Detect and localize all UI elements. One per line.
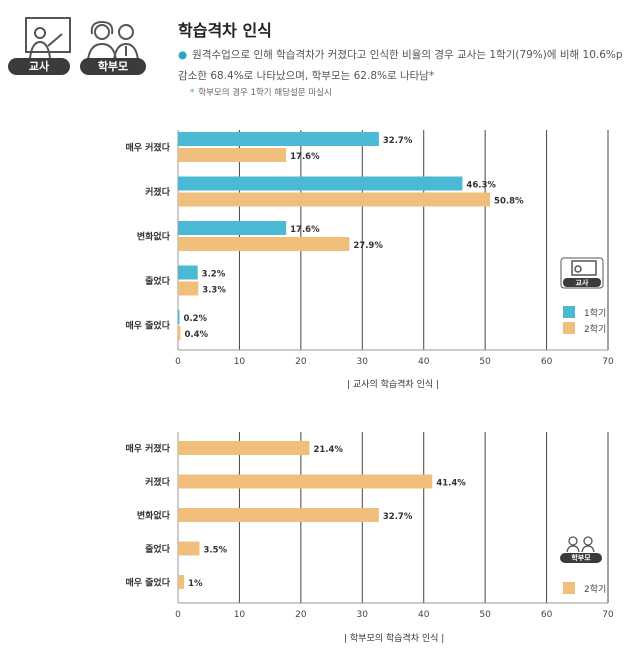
bar xyxy=(178,326,181,340)
x-tick-label: 70 xyxy=(602,610,614,620)
x-tick-label: 20 xyxy=(295,357,307,367)
teacher-legend-badge: 교사 xyxy=(575,279,589,287)
teacher-icon xyxy=(25,17,71,59)
teacher-badge: 교사 xyxy=(8,58,70,75)
x-tick-label: 30 xyxy=(357,610,369,620)
legend-swatch-parent xyxy=(563,582,575,594)
bar xyxy=(178,148,287,162)
bar xyxy=(178,132,379,146)
footnote: * 학부모의 경우 1학기 해당설문 미실시 xyxy=(190,86,332,98)
teacher-chart: 0 10 20 30 40 50 60 70 매우 커졌다 32.7% 17.6% 커졌다 46.3% 5… xyxy=(125,130,614,367)
bar-value-label: 32.7% xyxy=(383,512,413,522)
category-label: 매우 줄었다 xyxy=(125,577,170,589)
bar-value-label: 17.6% xyxy=(290,225,320,235)
bar xyxy=(178,508,379,522)
bar-value-label: 3.3% xyxy=(202,286,226,296)
legend-swatch-first xyxy=(563,306,575,318)
description-text: 원격수업으로 인해 학습격차가 커졌다고 인식한 비율의 경우 교사는 1학기(… xyxy=(178,49,623,82)
description: ● 원격수업으로 인해 학습격차가 커졌다고 인식한 비율의 경우 교사는 1학기… xyxy=(178,45,623,87)
legend-label-second: 2학기 xyxy=(584,325,607,335)
page-title: 학습격차 인식 xyxy=(178,21,272,40)
parent-legend-icon xyxy=(560,536,602,563)
x-tick-label: 0 xyxy=(175,357,181,367)
bar-value-label: 0.2% xyxy=(184,314,208,324)
bar-value-label: 46.3% xyxy=(466,181,496,191)
bar xyxy=(178,176,463,191)
category-label: 매우 커졌다 xyxy=(125,142,170,154)
legend-label-parent: 2학기 xyxy=(584,585,607,595)
legend-swatch-second xyxy=(563,322,575,334)
category-label: 변화없다 xyxy=(137,231,171,243)
x-tick-label: 0 xyxy=(175,610,181,620)
parent-chart-caption: | 학부모의 학습격차 인식 | xyxy=(344,634,445,644)
category-label: 줄었다 xyxy=(145,275,171,287)
category-label: 변화없다 xyxy=(137,510,171,522)
x-tick-label: 60 xyxy=(541,610,553,620)
bar-value-label: 21.4% xyxy=(313,445,343,455)
category-label: 매우 줄었다 xyxy=(125,320,170,332)
bar xyxy=(178,310,180,324)
x-tick-label: 50 xyxy=(479,610,491,620)
x-tick-label: 30 xyxy=(357,357,369,367)
x-tick-label: 40 xyxy=(418,610,430,620)
bar-value-label: 41.4% xyxy=(436,479,466,489)
parent-chart: 0 10 20 30 40 50 60 70 매우 커졌다 21.4% 커졌다 41.4% 변화없다 32… xyxy=(125,432,614,620)
category-label: 커졌다 xyxy=(145,186,171,198)
parent-legend-badge: 학부모 xyxy=(571,554,591,562)
bar xyxy=(178,441,310,455)
x-tick-label: 10 xyxy=(234,610,246,620)
x-tick-label: 60 xyxy=(541,357,553,367)
bar-value-label: 0.4% xyxy=(184,330,208,340)
bar-value-label: 3.2% xyxy=(202,270,226,280)
bar-value-label: 32.7% xyxy=(383,136,413,146)
x-tick-label: 50 xyxy=(479,357,491,367)
x-tick-label: 10 xyxy=(234,357,246,367)
bar-value-label: 1% xyxy=(188,579,203,589)
bar xyxy=(178,474,433,489)
parent-icon xyxy=(87,20,139,61)
bar-value-label: 50.8% xyxy=(494,197,524,207)
bar xyxy=(178,541,200,556)
legend-label-first: 1학기 xyxy=(584,309,607,319)
bar xyxy=(178,221,287,235)
bar-value-label: 17.6% xyxy=(290,152,320,162)
bar xyxy=(178,237,350,251)
footnote-text: 학부모의 경우 1학기 해당설문 미실시 xyxy=(198,88,332,98)
category-label: 매우 커졌다 xyxy=(125,443,170,455)
x-tick-label: 20 xyxy=(295,610,307,620)
asterisk-icon: * xyxy=(190,88,195,98)
bar xyxy=(178,281,199,296)
bar xyxy=(178,265,198,280)
teacher-legend-icon xyxy=(560,257,604,289)
x-tick-label: 40 xyxy=(418,357,430,367)
bar-value-label: 3.5% xyxy=(204,546,228,556)
teacher-chart-caption: | 교사의 학습격차 인식 | xyxy=(347,380,440,390)
bar-value-label: 27.9% xyxy=(353,241,383,251)
bar xyxy=(178,192,491,207)
bullet-icon: ● xyxy=(178,49,188,61)
x-tick-label: 70 xyxy=(602,357,614,367)
category-label: 줄었다 xyxy=(145,543,171,555)
category-label: 커졌다 xyxy=(145,476,171,488)
parent-badge: 학부모 xyxy=(80,58,146,75)
bar xyxy=(178,575,185,589)
